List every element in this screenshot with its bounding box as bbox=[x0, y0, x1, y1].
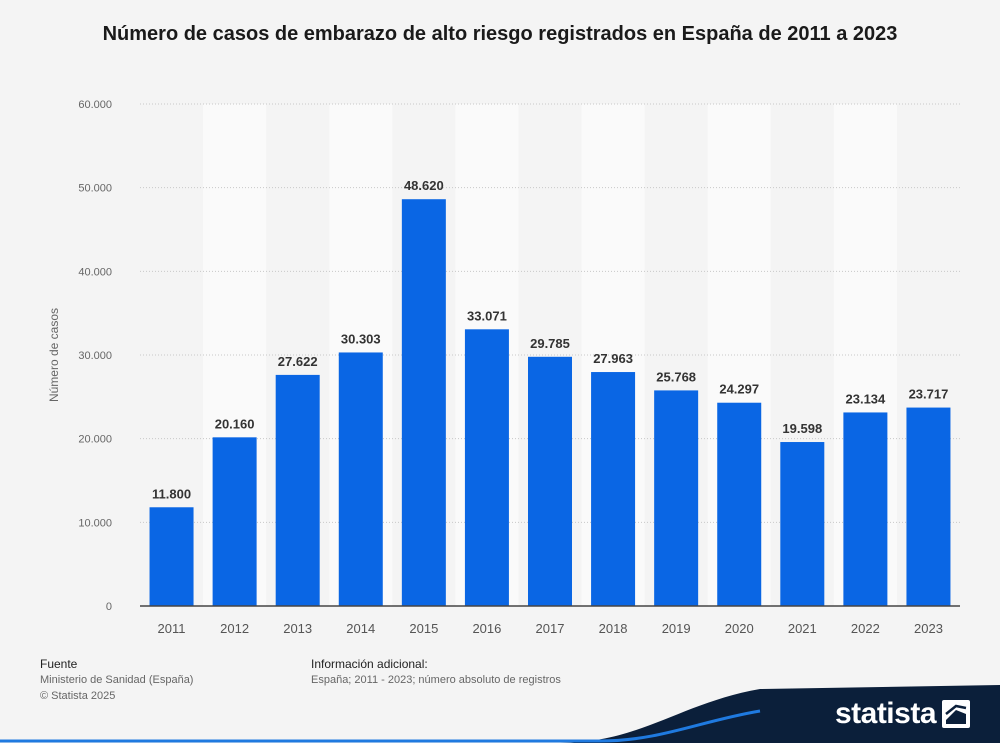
source-text[interactable]: Ministerio de Sanidad (España) bbox=[40, 674, 194, 686]
x-tick-label: 2023 bbox=[914, 621, 943, 636]
bar bbox=[654, 390, 699, 606]
chart-title: Número de casos de embarazo de alto ries… bbox=[102, 23, 898, 45]
bar bbox=[464, 329, 509, 606]
x-tick-label: 2012 bbox=[220, 621, 249, 636]
statista-logo[interactable]: statista bbox=[835, 697, 970, 731]
info-heading: Información adicional: bbox=[311, 657, 428, 671]
y-tick-label: 50.000 bbox=[78, 183, 112, 195]
source-block: Fuente Ministerio de Sanidad (España) © … bbox=[40, 656, 193, 704]
x-tick-label: 2021 bbox=[788, 621, 817, 636]
data-label: 23.134 bbox=[846, 391, 887, 406]
x-tick-label: 2018 bbox=[599, 621, 628, 636]
bar bbox=[401, 199, 446, 607]
x-tick-label: 2011 bbox=[158, 621, 186, 636]
data-label: 27.963 bbox=[593, 351, 633, 366]
bar bbox=[338, 352, 383, 606]
x-tick-label: 2020 bbox=[725, 621, 754, 636]
copyright-text: © Statista 2025 bbox=[40, 690, 116, 702]
data-label: 27.622 bbox=[278, 354, 318, 369]
info-text: España; 2011 - 2023; número absoluto de … bbox=[311, 674, 561, 686]
bar bbox=[843, 412, 888, 606]
data-label: 23.717 bbox=[909, 387, 949, 402]
data-label: 19.598 bbox=[782, 421, 822, 436]
y-tick-label: 30.000 bbox=[78, 350, 112, 362]
bar bbox=[212, 437, 257, 606]
y-tick-label: 10.000 bbox=[78, 517, 112, 529]
bar bbox=[717, 402, 762, 606]
data-label: 20.160 bbox=[215, 416, 255, 431]
data-label: 33.071 bbox=[467, 308, 507, 323]
y-tick-label: 60.000 bbox=[78, 99, 112, 111]
bar-chart: 0 10.000 20.000 30.000 40.000 50.000 60.000 Núm… bbox=[47, 99, 960, 636]
statista-logo-icon bbox=[942, 700, 970, 728]
bar bbox=[149, 507, 194, 606]
data-label: 25.768 bbox=[656, 369, 696, 384]
info-block: Información adicional: España; 2011 - 20… bbox=[311, 656, 561, 688]
bar bbox=[275, 374, 320, 606]
y-tick-label: 20.000 bbox=[78, 434, 112, 446]
bar bbox=[780, 442, 825, 606]
x-tick-label: 2019 bbox=[662, 621, 691, 636]
x-tick-label: 2015 bbox=[409, 621, 438, 636]
data-label: 29.785 bbox=[530, 336, 570, 351]
x-tick-label: 2013 bbox=[283, 621, 312, 636]
data-label: 24.297 bbox=[719, 382, 759, 397]
x-tick-label: 2022 bbox=[851, 621, 880, 636]
source-heading: Fuente bbox=[40, 657, 78, 671]
y-tick-label: 0 bbox=[106, 601, 112, 613]
y-axis-label: Número de casos bbox=[47, 308, 61, 402]
x-tick-label: 2016 bbox=[472, 621, 501, 636]
bar bbox=[528, 356, 572, 606]
x-tick-label: 2017 bbox=[536, 621, 565, 636]
bar bbox=[591, 372, 636, 606]
brand-name: statista bbox=[834, 697, 937, 730]
data-label: 11.800 bbox=[152, 486, 191, 501]
brand-wave bbox=[0, 685, 1000, 743]
y-tick-label: 40.000 bbox=[78, 266, 112, 278]
x-tick-label: 2014 bbox=[346, 621, 375, 636]
bar bbox=[906, 407, 951, 606]
data-label: 30.303 bbox=[341, 331, 381, 346]
data-label: 48.620 bbox=[404, 178, 444, 193]
